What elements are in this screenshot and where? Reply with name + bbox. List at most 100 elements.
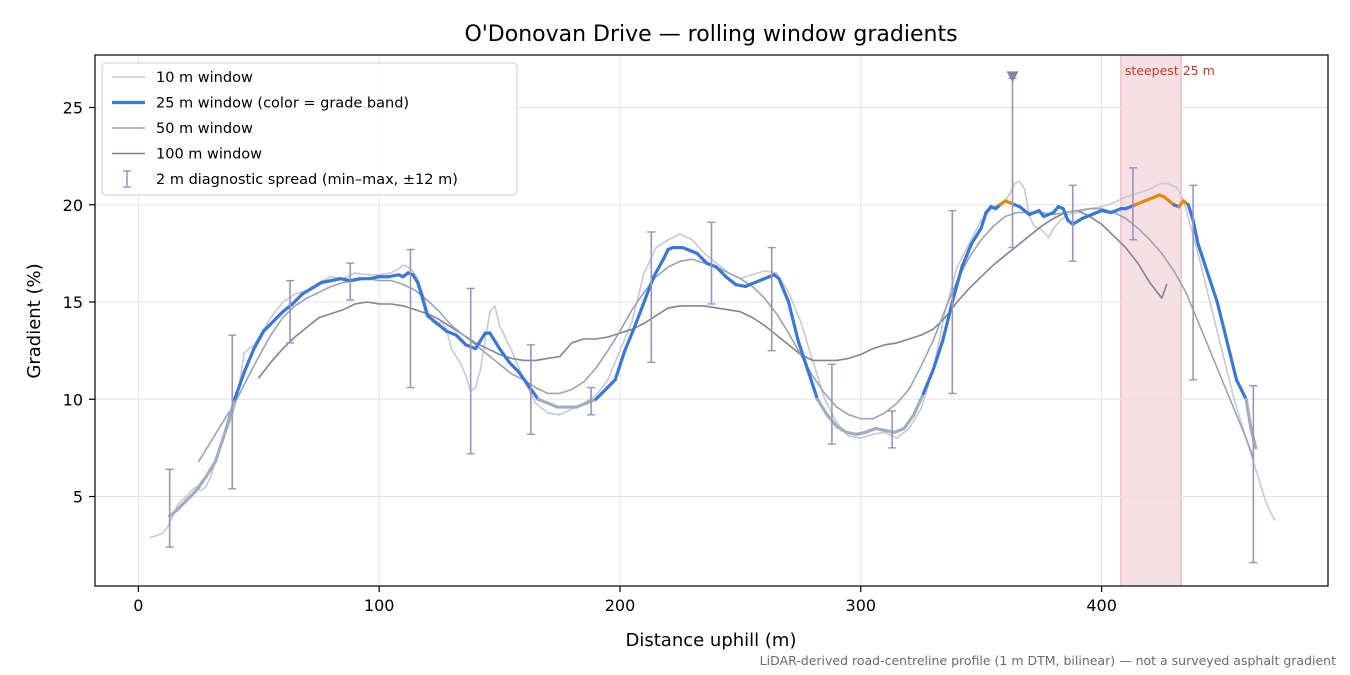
plot-area: steepest 25 m 0 100 200 300 400 5 10 15 20 25 10 m … bbox=[63, 54, 1329, 615]
series-25m-segment bbox=[233, 370, 246, 401]
chart-title: O'Donovan Drive — rolling window gradien… bbox=[464, 22, 957, 47]
series-25m-segment bbox=[488, 331, 502, 351]
series-25m-segment bbox=[252, 329, 266, 351]
steepest-band bbox=[1120, 54, 1182, 587]
series-25m-segment bbox=[724, 275, 738, 287]
series-25m-segment bbox=[1186, 203, 1195, 222]
series-25m-segment bbox=[623, 325, 637, 353]
series-25m-segment bbox=[854, 430, 868, 436]
x-tick-label: 300 bbox=[846, 596, 877, 615]
series-25m-segment bbox=[594, 387, 608, 401]
series-25m-segment bbox=[223, 397, 237, 434]
series-25m-segment bbox=[661, 247, 670, 261]
series-25m-segment bbox=[613, 349, 627, 382]
series-25m-segment bbox=[367, 275, 381, 281]
footnote: LiDAR-derived road-centreline profile (1… bbox=[760, 653, 1336, 668]
steepest-label: steepest 25 m bbox=[1125, 63, 1215, 78]
series-25m-segment bbox=[796, 339, 810, 372]
series-25m-segment bbox=[864, 426, 877, 434]
series-25m-segment bbox=[777, 277, 791, 304]
series-25m-segment bbox=[1244, 397, 1253, 431]
y-tick-label: 5 bbox=[73, 488, 83, 507]
series-25m-segment bbox=[883, 428, 897, 434]
legend: 10 m window 25 m window (color = grade ba… bbox=[101, 62, 518, 196]
series-25m-segment bbox=[435, 321, 449, 333]
series-25m-segment bbox=[873, 426, 887, 432]
series-25m-segment bbox=[271, 310, 285, 324]
series-25m-segment bbox=[575, 401, 588, 409]
series-25m-segment bbox=[1071, 216, 1084, 226]
series-25m-segment bbox=[290, 292, 304, 306]
series-25m-segment bbox=[753, 277, 767, 285]
x-tick-label: 400 bbox=[1086, 596, 1117, 615]
series-25m-segment bbox=[420, 296, 429, 318]
legend-box bbox=[101, 62, 518, 196]
series-25m-segment bbox=[632, 300, 646, 329]
series-25m-segment bbox=[950, 265, 964, 304]
series-25m-segment bbox=[1215, 300, 1229, 343]
series-25m-segment bbox=[1196, 242, 1210, 275]
series-25m-segment bbox=[536, 397, 550, 405]
series-25m-segment bbox=[1061, 207, 1070, 222]
series-25m-segment bbox=[175, 498, 189, 512]
series-25m-segment bbox=[912, 391, 926, 417]
series-25m-segment bbox=[281, 302, 295, 314]
series-25m-segment bbox=[743, 280, 757, 289]
series-25m-segment bbox=[213, 430, 227, 464]
legend-label: 2 m diagnostic spread (min–max, ±12 m) bbox=[156, 172, 458, 188]
legend-label: 100 m window bbox=[156, 147, 262, 163]
series-25m-segment bbox=[806, 368, 820, 401]
series-25m-segment bbox=[941, 300, 954, 343]
plot-frame bbox=[94, 54, 1329, 587]
series-25m-segment bbox=[652, 257, 665, 279]
x-axis-label: Distance uphill (m) bbox=[626, 630, 797, 651]
series-25m-segment bbox=[1205, 271, 1219, 304]
series-25m-segment bbox=[892, 426, 906, 434]
series-25m-segment bbox=[517, 370, 531, 388]
series-25m-segment bbox=[603, 378, 617, 392]
series-25m-segment bbox=[1100, 209, 1113, 215]
legend-label: 25 m window (color = grade band) bbox=[156, 96, 409, 112]
x-tick-label: 200 bbox=[605, 596, 636, 615]
series-25m-segment bbox=[960, 242, 974, 269]
series-25m-segment bbox=[1225, 339, 1239, 382]
series-25m-segment bbox=[507, 360, 521, 374]
series-25m-segment bbox=[310, 280, 323, 291]
series-25m-segment bbox=[902, 413, 916, 431]
x-tick-label: 0 bbox=[133, 596, 143, 615]
series-25m-segment bbox=[497, 347, 511, 364]
series-25m-segment bbox=[194, 475, 208, 493]
series-25m-segment bbox=[348, 277, 362, 283]
series-25m-segment bbox=[454, 333, 468, 347]
series-25m-segment bbox=[685, 247, 699, 255]
series-25m-segment bbox=[319, 279, 333, 285]
series-25m-segment bbox=[1234, 378, 1248, 401]
y-tick-label: 15 bbox=[63, 293, 83, 312]
series-25m-segment bbox=[969, 226, 983, 246]
legend-label: 10 m window bbox=[156, 70, 253, 86]
series-25m-segment bbox=[1090, 209, 1104, 217]
series-25m-segment bbox=[695, 251, 709, 265]
series-25m-segment bbox=[786, 300, 800, 343]
series-25m-segment bbox=[931, 339, 945, 372]
series-25m-segment bbox=[387, 273, 401, 279]
legend-label: 50 m window bbox=[156, 121, 253, 137]
series-25m-segment bbox=[242, 347, 256, 374]
series-25m-segment bbox=[444, 329, 458, 337]
series-25m-segment bbox=[1080, 212, 1094, 220]
series-50m-line bbox=[197, 207, 1255, 463]
series-100m-line bbox=[257, 209, 1168, 379]
y-tick-label: 20 bbox=[63, 196, 83, 215]
series-25m-segment bbox=[204, 459, 218, 479]
series-25m-segment bbox=[1109, 207, 1123, 215]
y-tick-label: 10 bbox=[63, 390, 83, 409]
series-25m-segment bbox=[844, 430, 858, 436]
series-25m-segment bbox=[714, 265, 728, 279]
y-axis-label: Gradient (%) bbox=[24, 263, 45, 378]
spread-max-marker bbox=[1006, 71, 1019, 83]
series-25m-segment bbox=[642, 275, 656, 304]
series-25m-segment bbox=[416, 280, 425, 300]
series-25m-segment bbox=[733, 282, 747, 289]
series-25m-segment bbox=[979, 210, 988, 230]
